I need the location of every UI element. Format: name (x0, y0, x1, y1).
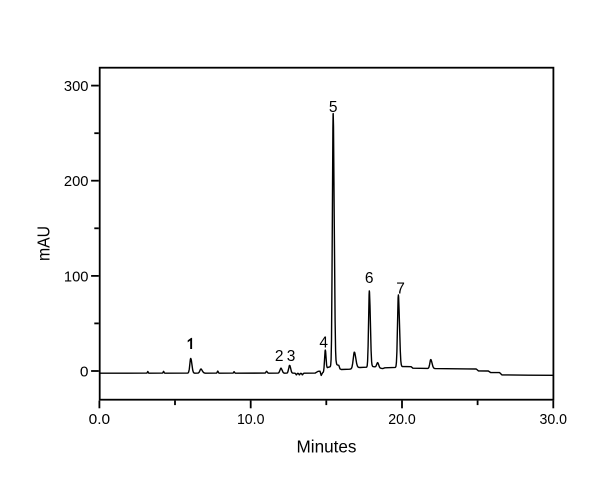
svg-text:Minutes: Minutes (297, 436, 357, 456)
svg-text:5: 5 (329, 99, 338, 116)
svg-text:mAU: mAU (34, 226, 54, 261)
svg-text:10.0: 10.0 (237, 411, 265, 428)
svg-text:20.0: 20.0 (388, 411, 416, 428)
svg-text:4: 4 (319, 335, 328, 352)
svg-text:3: 3 (287, 348, 296, 365)
svg-text:200: 200 (64, 173, 89, 190)
svg-text:0.0: 0.0 (89, 411, 111, 428)
svg-text:30.0: 30.0 (540, 411, 568, 428)
svg-text:2: 2 (275, 348, 284, 365)
svg-text:100: 100 (64, 268, 89, 285)
svg-text:6: 6 (365, 270, 374, 287)
svg-text:0: 0 (80, 363, 89, 380)
svg-text:7: 7 (396, 281, 405, 298)
svg-text:300: 300 (64, 78, 89, 95)
